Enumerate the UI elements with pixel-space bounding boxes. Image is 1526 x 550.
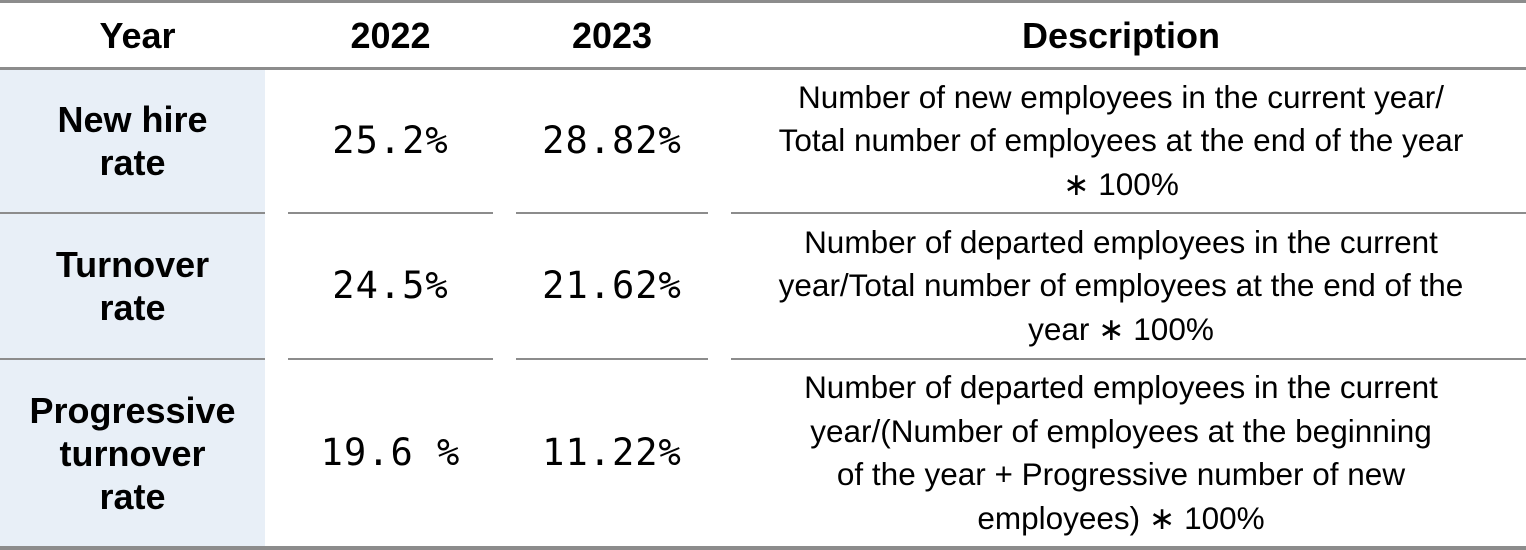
bottom-border [0,546,1526,550]
table-cell: 25.2% [288,70,493,212]
row-label-turnover: Turnover rate [55,244,210,328]
value-progressive-turnover-2022: 19.6 % [320,431,461,474]
header-divider [0,67,1526,70]
value-turnover-2022: 24.5% [332,264,449,307]
row-divider-2a [0,358,265,360]
value-new-hire-2023: 28.82% [542,119,682,162]
row-header-new-hire: New hire rate [0,70,265,212]
header-2022-label: 2022 [350,14,431,56]
description-progressive-turnover: Number of departed employees in the curr… [804,369,1438,536]
row-header-turnover: Turnover rate [0,214,265,358]
table-cell: 19.6 % [288,360,493,546]
table-cell: 21.62% [516,214,708,358]
description-new-hire: Number of new employees in the current y… [778,78,1464,202]
table-cell: 24.5% [288,214,493,358]
header-cell-2022: 2022 [288,3,493,67]
row-divider-2b [288,358,493,360]
table-cell: 11.22% [516,360,708,546]
row-label-progressive-turnover: Progressive turnover rate [29,389,236,517]
value-new-hire-2022: 25.2% [332,119,449,162]
row-divider-2c [516,358,708,360]
description-turnover: Number of departed employees in the curr… [778,223,1464,347]
header-description-label: Description [1021,14,1221,56]
top-border [0,0,1526,3]
header-year-label: Year [99,14,176,56]
row-header-progressive-turnover: Progressive turnover rate [0,360,265,546]
value-progressive-turnover-2023: 11.22% [542,431,682,474]
row-label-new-hire: New hire rate [57,99,208,183]
table-cell: Number of departed employees in the curr… [731,214,1511,358]
table-cell: Number of departed employees in the curr… [731,360,1511,546]
table-cell: 28.82% [516,70,708,212]
header-cell-description: Description [731,3,1511,67]
value-turnover-2023: 21.62% [542,264,682,307]
row-divider-1a [0,212,265,214]
row-divider-1c [516,212,708,214]
header-cell-2023: 2023 [516,3,708,67]
row-divider-1b [288,212,493,214]
table-cell: Number of new employees in the current y… [731,70,1511,212]
header-cell-year: Year [0,3,275,67]
row-divider-1d [731,212,1526,214]
row-divider-2d [731,358,1526,360]
header-2023-label: 2023 [571,14,653,56]
